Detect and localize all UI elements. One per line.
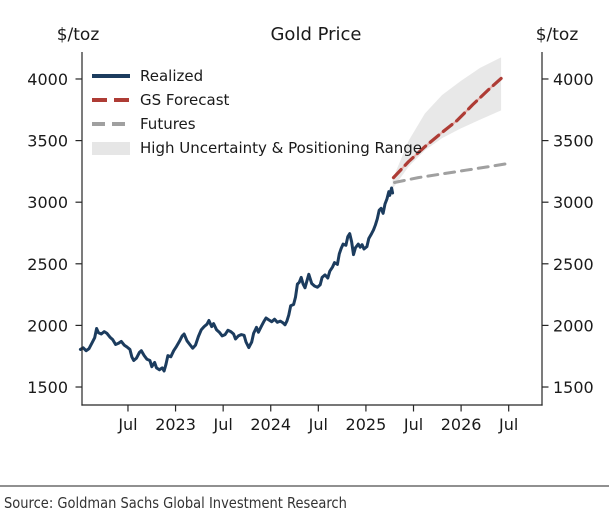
left-axis-units-label: $/toz — [57, 25, 100, 45]
legend: Realized GS Forecast Futures High Uncert… — [92, 64, 422, 160]
realized-line — [78, 186, 395, 373]
right-axis-units-label: $/toz — [536, 25, 579, 45]
gs-forecast-dash-swatch — [92, 98, 130, 102]
legend-item-futures: Futures — [92, 112, 422, 136]
high-uncertainty-positioning-range-area — [392, 57, 502, 189]
bottom-tick-label: 2026 — [441, 415, 482, 434]
bottom-tick-label: 2024 — [250, 415, 291, 434]
right-tick-label: 3500 — [553, 132, 594, 151]
bottom-tick-label: Jul — [117, 415, 137, 434]
uncertainty-band-swatch — [92, 141, 130, 155]
left-tick-label: 3000 — [27, 193, 68, 212]
legend-item-uncertainty-range: High Uncertainty & Positioning Range — [92, 136, 422, 160]
series-lines — [78, 76, 511, 373]
right-tick-label: 2500 — [553, 255, 594, 274]
chart-title: Gold Price — [270, 24, 361, 45]
futures-dash-swatch — [92, 122, 130, 126]
legend-item-gs-forecast: GS Forecast — [92, 88, 422, 112]
right-tick-label: 1500 — [553, 378, 594, 397]
axes: 1500 1500 2000 2000 2500 2500 3000 3000 3500 3500… — [27, 52, 594, 434]
legend-label-realized: Realized — [140, 66, 204, 85]
futures-line — [393, 161, 511, 184]
uncertainty-band — [392, 57, 502, 189]
bottom-tick-label: Jul — [403, 415, 423, 434]
gold-price-chart: $/toz Gold Price $/toz 1500 1500 2000 2000 2… — [27, 24, 594, 434]
gs-forecast-line — [391, 76, 503, 180]
left-tick-label: 3500 — [27, 132, 68, 151]
legend-label-uncertainty-range: High Uncertainty & Positioning Range — [140, 138, 423, 157]
right-tick-label: 2000 — [553, 316, 594, 335]
left-tick-label: 2000 — [27, 316, 68, 335]
bottom-tick-label: 2023 — [155, 415, 196, 434]
footer-divider — [0, 485, 609, 487]
right-tick-label: 4000 — [553, 70, 594, 89]
legend-label-gs-forecast: GS Forecast — [140, 90, 230, 109]
bottom-tick-label: Jul — [308, 415, 328, 434]
bottom-tick-label: 2025 — [346, 415, 387, 434]
bottom-tick-label: Jul — [212, 415, 232, 434]
legend-item-realized: Realized — [92, 64, 422, 88]
realized-line-swatch — [92, 74, 130, 78]
left-tick-label: 4000 — [27, 70, 68, 89]
right-tick-label: 3000 — [553, 193, 594, 212]
left-tick-label: 1500 — [27, 378, 68, 397]
source-attribution: Source: Goldman Sachs Global Investment … — [4, 494, 347, 512]
left-tick-label: 2500 — [27, 255, 68, 274]
legend-label-futures: Futures — [140, 114, 196, 133]
bottom-tick-label: Jul — [498, 415, 518, 434]
